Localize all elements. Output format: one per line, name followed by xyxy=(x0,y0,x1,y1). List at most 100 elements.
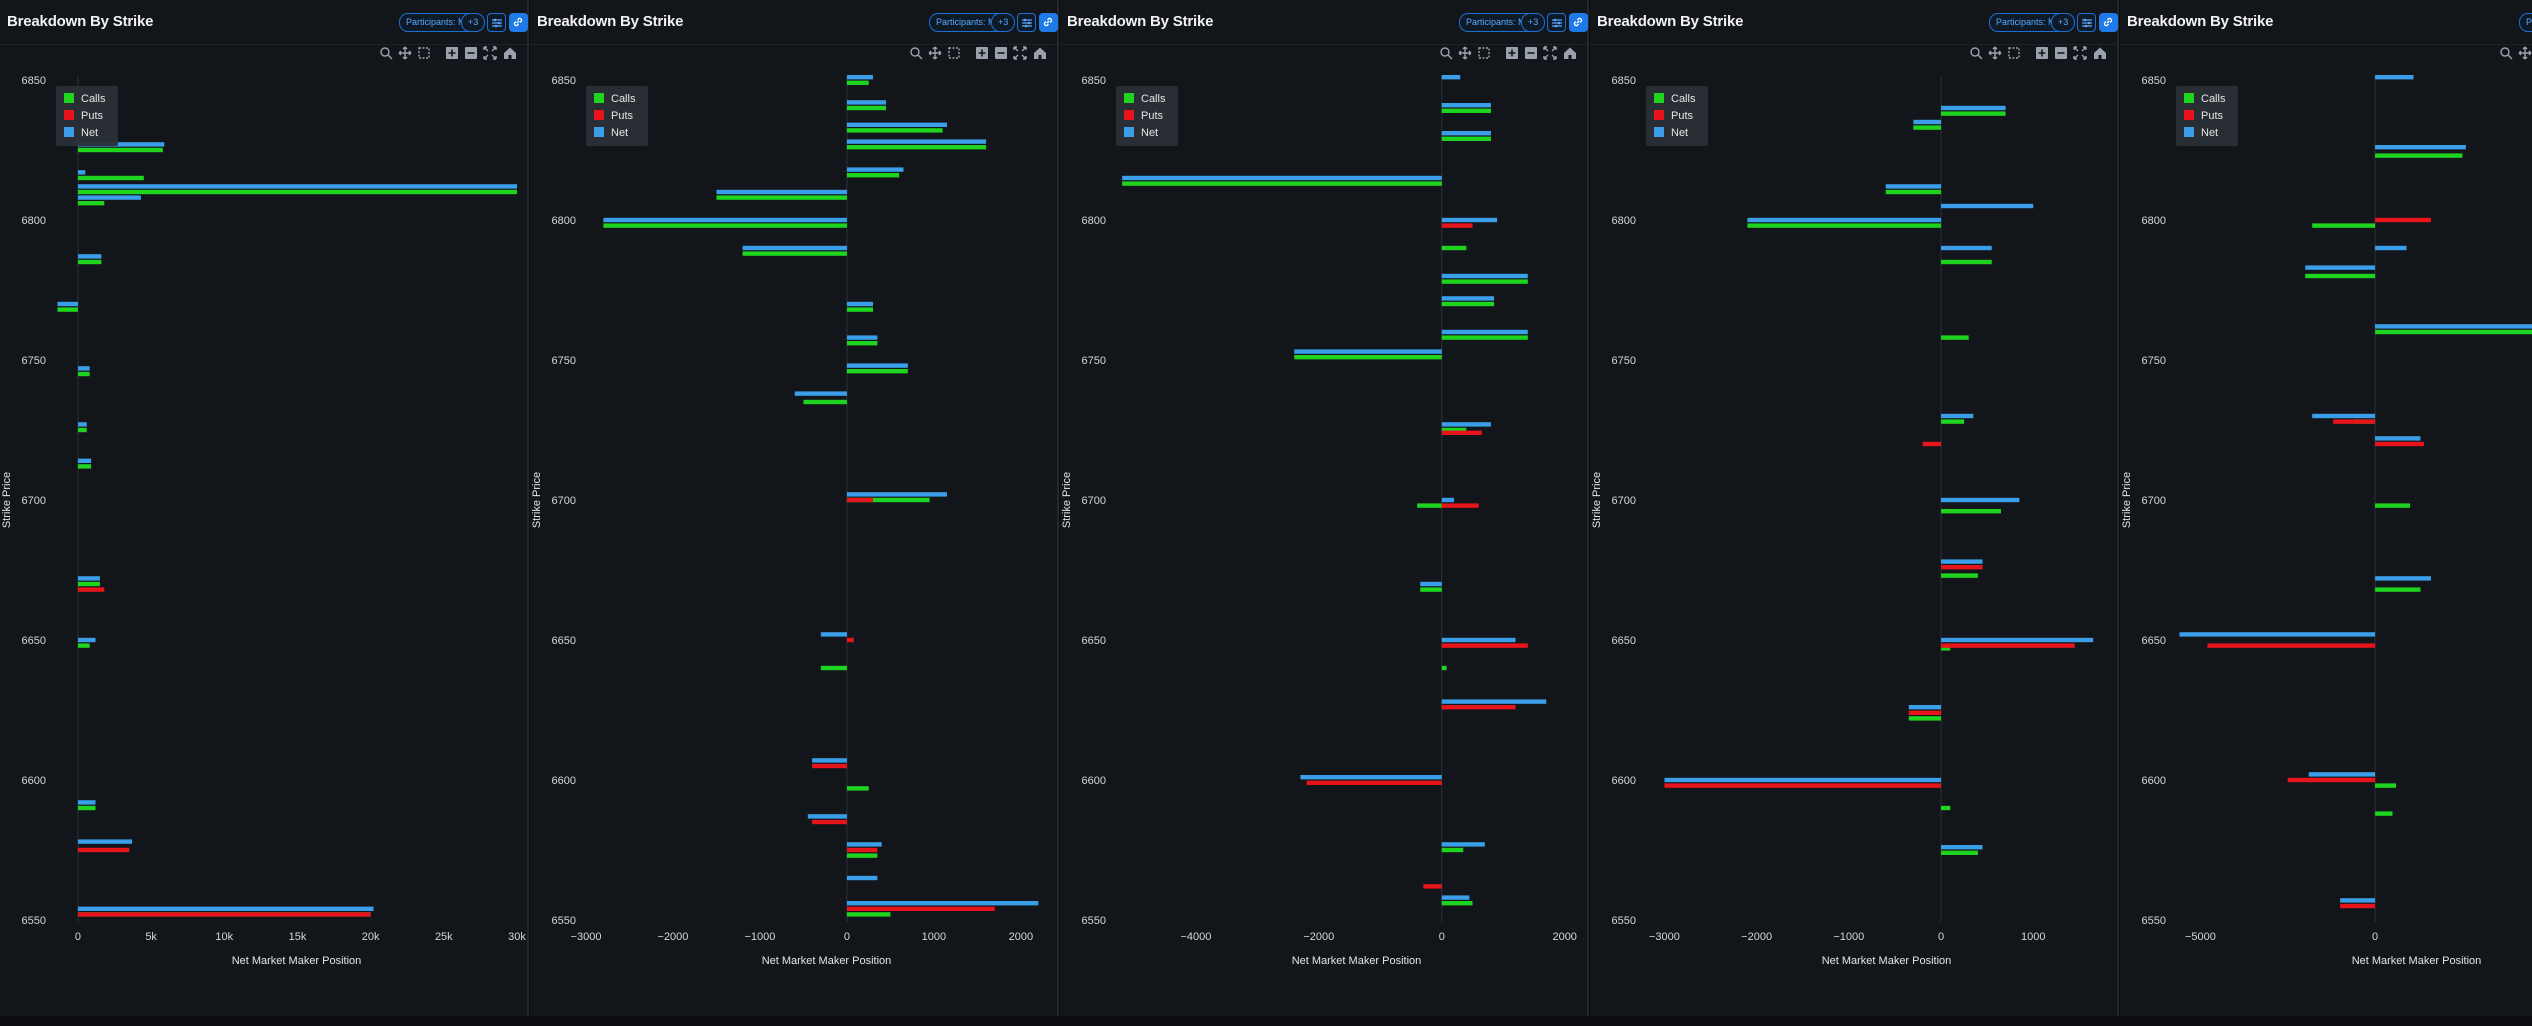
calls-bar[interactable] xyxy=(846,369,908,374)
net-bar[interactable] xyxy=(2375,324,2532,329)
net-bar[interactable] xyxy=(1300,775,1442,780)
calls-bar[interactable] xyxy=(1420,587,1442,592)
calls-bar[interactable] xyxy=(2312,223,2376,228)
box-select-icon[interactable] xyxy=(2007,46,2021,60)
puts-bar[interactable] xyxy=(812,763,847,769)
legend-label-net[interactable]: Net xyxy=(81,127,98,139)
calls-bar[interactable] xyxy=(1441,108,1491,113)
net-bar[interactable] xyxy=(77,195,141,200)
net-bar[interactable] xyxy=(1441,895,1470,900)
more-participants-pill[interactable]: +3 xyxy=(461,13,486,32)
puts-bar[interactable] xyxy=(2287,777,2376,783)
zoom-out-icon[interactable] xyxy=(994,46,1008,60)
net-bar[interactable] xyxy=(1941,203,2034,209)
pan-icon[interactable] xyxy=(1458,46,1472,60)
net-bar[interactable] xyxy=(2375,75,2414,80)
calls-bar[interactable] xyxy=(2375,153,2463,158)
zoom-out-icon[interactable] xyxy=(1524,46,1538,60)
legend-label-puts[interactable]: Puts xyxy=(611,110,634,122)
participants-filter-pill[interactable]: Participants: MM xyxy=(2519,13,2532,32)
calls-bar[interactable] xyxy=(1417,503,1442,508)
calls-bar[interactable] xyxy=(846,145,987,150)
calls-bar[interactable] xyxy=(77,805,96,811)
settings-sliders-icon[interactable] xyxy=(487,13,506,32)
autoscale-icon[interactable] xyxy=(2073,46,2087,60)
zoom-out-icon[interactable] xyxy=(464,46,478,60)
net-bar[interactable] xyxy=(77,906,374,911)
calls-bar[interactable] xyxy=(77,427,87,433)
net-bar[interactable] xyxy=(846,492,947,497)
legend-label-puts[interactable]: Puts xyxy=(1671,110,1694,122)
net-bar[interactable] xyxy=(1441,422,1491,427)
puts-bar[interactable] xyxy=(2340,903,2376,909)
legend-label-calls[interactable]: Calls xyxy=(1671,93,1696,105)
net-bar[interactable] xyxy=(846,875,878,881)
calls-bar[interactable] xyxy=(846,497,930,503)
legend-label-puts[interactable]: Puts xyxy=(2201,110,2224,122)
calls-bar[interactable] xyxy=(77,371,90,377)
more-participants-pill[interactable]: +3 xyxy=(2051,13,2076,32)
legend-label-calls[interactable]: Calls xyxy=(81,93,106,105)
autoscale-icon[interactable] xyxy=(1013,46,1027,60)
net-bar[interactable] xyxy=(1441,296,1495,301)
calls-bar[interactable] xyxy=(846,105,887,111)
zoom-in-icon[interactable] xyxy=(2035,46,2049,60)
net-bar[interactable] xyxy=(820,632,847,637)
puts-bar[interactable] xyxy=(812,819,847,825)
net-bar[interactable] xyxy=(57,301,78,307)
link-icon[interactable] xyxy=(1039,13,1058,32)
net-bar[interactable] xyxy=(77,170,86,175)
net-bar[interactable] xyxy=(1420,581,1442,587)
puts-bar[interactable] xyxy=(2375,441,2424,447)
net-bar[interactable] xyxy=(1441,637,1516,643)
net-bar[interactable] xyxy=(1441,75,1461,80)
zoom-icon[interactable] xyxy=(379,46,393,60)
zoom-out-icon[interactable] xyxy=(2054,46,2068,60)
puts-bar[interactable] xyxy=(846,906,995,911)
net-bar[interactable] xyxy=(1441,273,1528,279)
settings-sliders-icon[interactable] xyxy=(2077,13,2096,32)
puts-bar[interactable] xyxy=(2207,643,2376,648)
calls-bar[interactable] xyxy=(2375,811,2393,816)
net-bar[interactable] xyxy=(2375,436,2421,441)
net-bar[interactable] xyxy=(77,142,165,147)
net-bar[interactable] xyxy=(846,167,904,172)
legend-label-net[interactable]: Net xyxy=(611,127,628,139)
legend-label-net[interactable]: Net xyxy=(1141,127,1158,139)
net-bar[interactable] xyxy=(846,901,1039,906)
net-bar[interactable] xyxy=(77,839,133,844)
autoscale-icon[interactable] xyxy=(483,46,497,60)
calls-bar[interactable] xyxy=(1941,259,1992,265)
calls-bar[interactable] xyxy=(2375,783,2397,788)
calls-bar[interactable] xyxy=(1441,847,1464,853)
calls-bar[interactable] xyxy=(2375,503,2410,508)
puts-bar[interactable] xyxy=(1922,441,1942,447)
net-bar[interactable] xyxy=(1747,217,1942,223)
net-bar[interactable] xyxy=(846,301,874,307)
calls-bar[interactable] xyxy=(77,464,92,469)
zoom-in-icon[interactable] xyxy=(975,46,989,60)
calls-bar[interactable] xyxy=(1747,223,1942,228)
calls-bar[interactable] xyxy=(1441,665,1447,671)
calls-bar[interactable] xyxy=(846,173,900,178)
pan-icon[interactable] xyxy=(1988,46,2002,60)
calls-bar[interactable] xyxy=(1941,111,2006,116)
net-bar[interactable] xyxy=(812,758,847,763)
zoom-in-icon[interactable] xyxy=(445,46,459,60)
net-bar[interactable] xyxy=(2308,772,2376,777)
more-participants-pill[interactable]: +3 xyxy=(991,13,1016,32)
reset-home-icon[interactable] xyxy=(2093,46,2107,60)
puts-bar[interactable] xyxy=(1441,643,1528,648)
reset-home-icon[interactable] xyxy=(503,46,517,60)
net-bar[interactable] xyxy=(1908,705,1942,710)
calls-bar[interactable] xyxy=(1441,427,1467,433)
puts-bar[interactable] xyxy=(2333,419,2376,424)
calls-bar[interactable] xyxy=(1941,573,1978,578)
reset-home-icon[interactable] xyxy=(1033,46,1047,60)
net-bar[interactable] xyxy=(603,217,847,223)
calls-bar[interactable] xyxy=(603,223,847,228)
calls-bar[interactable] xyxy=(77,147,163,153)
calls-bar[interactable] xyxy=(742,251,847,256)
net-bar[interactable] xyxy=(846,100,887,105)
zoom-icon[interactable] xyxy=(909,46,923,60)
